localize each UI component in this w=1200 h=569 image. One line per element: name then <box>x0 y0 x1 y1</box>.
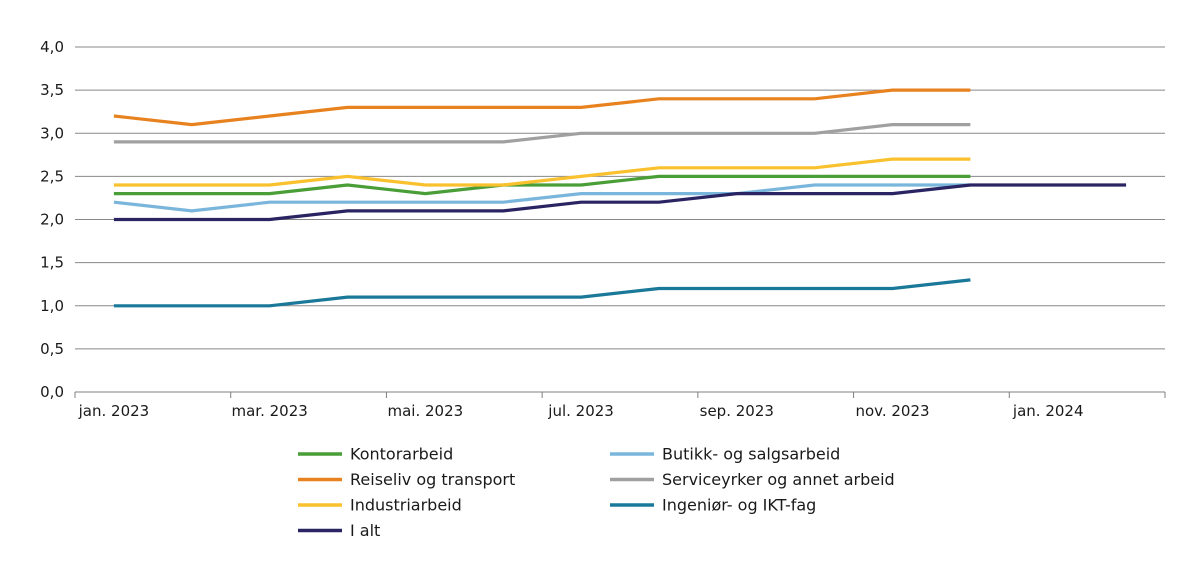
x-tick-label: mai. 2023 <box>388 402 464 420</box>
legend-item: Reiseliv og transport <box>298 470 515 489</box>
legend-label: Industriarbeid <box>350 496 462 515</box>
series-line-ingeniør-og-ikt-fag <box>113 278 971 308</box>
legend-label: Reiseliv og transport <box>350 470 515 489</box>
y-tick-label: 3,5 <box>40 81 64 99</box>
x-tick-label: sep. 2023 <box>700 402 774 420</box>
legend-item: I alt <box>298 521 380 540</box>
y-tick-label: 0,0 <box>40 383 64 401</box>
x-axis: jan. 2023 mar. 2023 mai. 2023 jul. 2023 sep.… <box>74 392 1166 420</box>
legend-item: Serviceyrker og annet arbeid <box>610 470 895 489</box>
series-line-i-alt <box>113 183 1127 222</box>
series-line-butikk-og-salgsarbeid <box>113 183 971 213</box>
y-tick-label: 1,0 <box>40 297 64 315</box>
x-tick-label: nov. 2023 <box>855 402 929 420</box>
x-tick-label: jan. 2024 <box>1012 402 1084 420</box>
legend-label: I alt <box>350 521 380 540</box>
y-tick-label: 4,0 <box>40 38 64 56</box>
series-line-reiseliv-og-transport <box>113 88 971 127</box>
y-tick-label: 2,0 <box>40 211 64 229</box>
legend-item: Butikk- og salgsarbeid <box>610 445 840 464</box>
series-line-kontorarbeid <box>113 174 971 196</box>
y-tick-label: 3,0 <box>40 124 64 142</box>
legend-item: Kontorarbeid <box>298 445 453 464</box>
legend-label: Serviceyrker og annet arbeid <box>662 470 895 489</box>
y-tick-label: 1,5 <box>40 254 64 272</box>
y-tick-label: 0,5 <box>40 340 64 358</box>
series-line-industriarbeid <box>113 157 971 187</box>
y-tick-label: 2,5 <box>40 167 64 185</box>
x-tick-label: jan. 2023 <box>78 402 150 420</box>
x-tick-label: mar. 2023 <box>231 402 307 420</box>
legend: Kontorarbeid Butikk- og salgsarbeid Reisel… <box>298 445 895 540</box>
legend-label: Ingeniør- og IKT-fag <box>662 496 816 515</box>
series-lines <box>113 88 1127 308</box>
y-axis: 0,0 0,5 1,0 1,5 2,0 2,5 3,0 3,5 4,0 <box>40 38 64 401</box>
legend-label: Kontorarbeid <box>350 445 453 464</box>
legend-label: Butikk- og salgsarbeid <box>662 445 840 464</box>
series-line-serviceyrker-og-annet-arbeid <box>113 122 971 144</box>
x-tick-label: jul. 2023 <box>547 402 614 420</box>
legend-item: Industriarbeid <box>298 496 462 515</box>
legend-item: Ingeniør- og IKT-fag <box>610 496 816 515</box>
